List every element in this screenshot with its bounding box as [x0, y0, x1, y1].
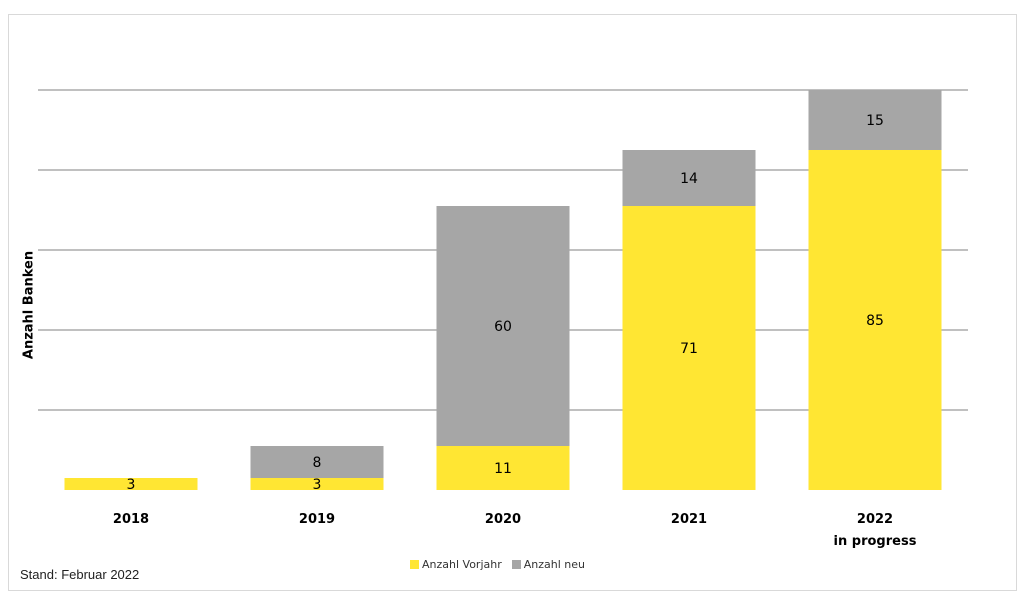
- y-axis-label: Anzahl Banken: [21, 250, 37, 360]
- x-tick-2021: 2021: [671, 512, 707, 527]
- bar-neu-2021: [622, 150, 756, 206]
- bar-vorjahr-2020: [436, 446, 570, 490]
- bar-neu-2022: [808, 90, 942, 150]
- x-tick-2020: 2020: [485, 512, 521, 527]
- x-tick-2018: 2018: [113, 512, 149, 527]
- legend-item-vorjahr: Anzahl Vorjahr: [410, 558, 502, 571]
- data-labels: 3 3 8 11 60 71 14 85 15: [127, 113, 884, 493]
- x-tick-labels: 2018 2019 2020 2021 2022 in progress: [113, 512, 917, 549]
- x-tick-2019: 2019: [299, 512, 335, 527]
- legend-label-neu: Anzahl neu: [523, 558, 585, 571]
- bar-vorjahr-2019: [250, 478, 384, 490]
- bar-vorjahr-2021: [622, 206, 756, 490]
- data-label-vorjahr-2021: 71: [680, 341, 698, 357]
- bar-vorjahr-2018: [64, 478, 198, 490]
- data-label-neu-2021: 14: [680, 171, 698, 187]
- data-label-vorjahr-2022: 85: [866, 313, 884, 329]
- legend-item-neu: Anzahl neu: [511, 558, 585, 571]
- data-label-vorjahr-2020: 11: [494, 461, 512, 477]
- legend-swatch-vorjahr: [410, 560, 419, 569]
- legend-label-vorjahr: Anzahl Vorjahr: [422, 558, 502, 571]
- bars: [64, 90, 942, 490]
- legend-swatch-neu: [511, 560, 521, 569]
- x-tick-2022: 2022: [857, 512, 893, 527]
- bar-neu-2019: [250, 446, 384, 478]
- data-label-neu-2019: 8: [313, 455, 322, 471]
- bar-neu-2020: [436, 206, 570, 446]
- bar-vorjahr-2022: [808, 150, 942, 490]
- x-tick-sublabel-2022: in progress: [834, 534, 917, 549]
- data-label-vorjahr-2018: 3: [127, 477, 136, 493]
- legend: Anzahl Vorjahr Anzahl neu: [410, 558, 595, 571]
- data-label-neu-2020: 60: [494, 319, 512, 335]
- stand-note: Stand: Februar 2022: [20, 567, 140, 582]
- data-label-vorjahr-2019: 3: [313, 477, 322, 493]
- data-label-neu-2022: 15: [866, 113, 884, 129]
